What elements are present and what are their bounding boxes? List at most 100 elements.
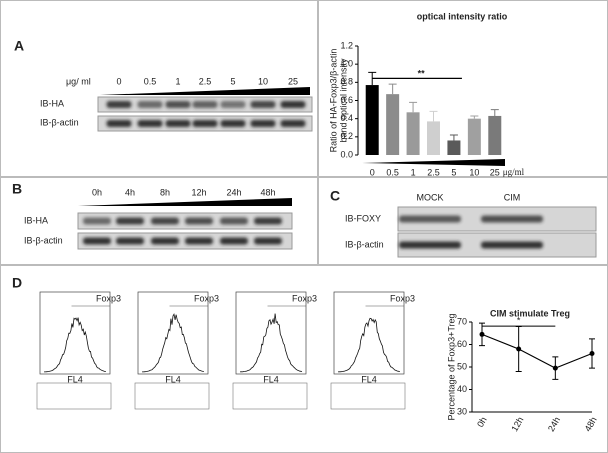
axis-label: FL4 bbox=[165, 374, 181, 384]
error-bar bbox=[388, 83, 397, 95]
band bbox=[220, 101, 246, 108]
band bbox=[185, 217, 213, 225]
y-axis-label: Percentage of Foxp3+Treg bbox=[446, 314, 456, 421]
histogram-frame bbox=[137, 291, 209, 375]
y-axis-label: band optical intensity bbox=[338, 58, 348, 143]
line bbox=[481, 333, 593, 369]
error-bar bbox=[470, 115, 479, 119]
y-tick-label: 0.0 bbox=[340, 149, 353, 159]
y-axis-label: Ratio of HA-Foxp3/β-actin bbox=[328, 49, 338, 153]
x-tick-label: 5 bbox=[451, 167, 456, 177]
chart-title: CIM stimulate Treg bbox=[490, 308, 570, 318]
band bbox=[192, 101, 218, 108]
error-bar bbox=[409, 101, 418, 113]
gate-label: Foxp3 bbox=[194, 293, 219, 303]
panel-frame bbox=[318, 0, 608, 177]
x-tick-label: 25 bbox=[490, 167, 500, 177]
lane-label: 48h bbox=[260, 187, 275, 197]
band bbox=[83, 217, 111, 225]
y-tick-label: 0.6 bbox=[340, 95, 353, 105]
info-box bbox=[232, 382, 308, 410]
band bbox=[280, 101, 306, 108]
bar bbox=[365, 85, 379, 155]
histogram-frame bbox=[235, 291, 307, 375]
band bbox=[151, 237, 179, 245]
error-bar bbox=[368, 71, 377, 86]
axis-label: FL4 bbox=[361, 374, 377, 384]
band bbox=[137, 120, 163, 127]
gradient-wedge bbox=[78, 198, 292, 206]
band bbox=[481, 215, 543, 223]
axis-label: FL4 bbox=[263, 374, 279, 384]
row-label: IB-HA bbox=[24, 215, 48, 225]
lane-label: 12h bbox=[191, 187, 206, 197]
y-tick-label: 0.2 bbox=[340, 131, 353, 141]
band bbox=[481, 241, 543, 249]
axis-label: FL4 bbox=[67, 374, 83, 384]
lane-label: 5 bbox=[230, 76, 235, 86]
band bbox=[185, 237, 213, 245]
lane-label: 1 bbox=[175, 76, 180, 86]
histogram-frame bbox=[39, 291, 111, 375]
lane-label: 4h bbox=[125, 187, 135, 197]
gradient-wedge bbox=[362, 159, 505, 166]
y-tick-label: 1.0 bbox=[340, 59, 353, 69]
histogram-curve bbox=[239, 313, 303, 373]
band bbox=[137, 101, 163, 108]
band bbox=[220, 237, 248, 245]
lane-label: CIM bbox=[504, 192, 521, 202]
x-tick-label: 1 bbox=[411, 167, 416, 177]
y-tick-label: 30 bbox=[457, 406, 467, 416]
lane-label: 2.5 bbox=[199, 76, 212, 86]
row-label: IB-HA bbox=[40, 98, 64, 108]
y-tick-label: 60 bbox=[457, 339, 467, 349]
band bbox=[220, 120, 246, 127]
gate-label: Foxp3 bbox=[390, 293, 415, 303]
panel-letter: C bbox=[330, 188, 340, 204]
band bbox=[280, 120, 306, 127]
panel-letter: D bbox=[12, 275, 22, 291]
error-bar bbox=[449, 134, 458, 141]
y-tick-label: 0.4 bbox=[340, 113, 353, 123]
info-box bbox=[134, 382, 210, 410]
band bbox=[254, 237, 282, 245]
unit-label: μg/ ml bbox=[66, 76, 91, 86]
x-tick-label: 12h bbox=[509, 415, 525, 433]
gate-label: Foxp3 bbox=[292, 293, 317, 303]
band bbox=[220, 217, 248, 225]
lane-label: 0h bbox=[92, 187, 102, 197]
chart-title: optical intensity ratio bbox=[417, 11, 508, 21]
bar bbox=[447, 140, 461, 155]
axes bbox=[471, 322, 592, 413]
band bbox=[250, 101, 276, 108]
bar bbox=[467, 118, 481, 155]
panel-frame bbox=[0, 177, 318, 265]
histogram-frame bbox=[333, 291, 405, 375]
band bbox=[151, 217, 179, 225]
histogram-curve bbox=[142, 313, 205, 373]
error-bar bbox=[429, 110, 438, 122]
band bbox=[165, 120, 191, 127]
lane-label: 0 bbox=[116, 76, 121, 86]
y-tick-label: 0.8 bbox=[340, 77, 353, 87]
x-tick-label: 0.5 bbox=[386, 167, 399, 177]
panel-letter: A bbox=[14, 38, 24, 54]
row-label: IB-β-actin bbox=[40, 117, 79, 127]
gradient-wedge bbox=[100, 87, 310, 95]
band bbox=[116, 217, 144, 225]
row-label: IB-β-actin bbox=[24, 235, 63, 245]
band bbox=[165, 101, 191, 108]
lane-label: 8h bbox=[160, 187, 170, 197]
band bbox=[106, 120, 132, 127]
significance-label: * bbox=[517, 316, 521, 326]
row-label: IB-FOXY bbox=[345, 213, 381, 223]
lane-label: 24h bbox=[226, 187, 241, 197]
band bbox=[399, 215, 461, 223]
y-tick-label: 40 bbox=[457, 384, 467, 394]
x-unit: μg/ml bbox=[503, 167, 525, 177]
point bbox=[589, 351, 595, 356]
bar bbox=[427, 121, 440, 155]
lane-label: 25 bbox=[288, 76, 298, 86]
histogram-curve bbox=[337, 317, 401, 373]
histogram-curve bbox=[44, 317, 107, 373]
